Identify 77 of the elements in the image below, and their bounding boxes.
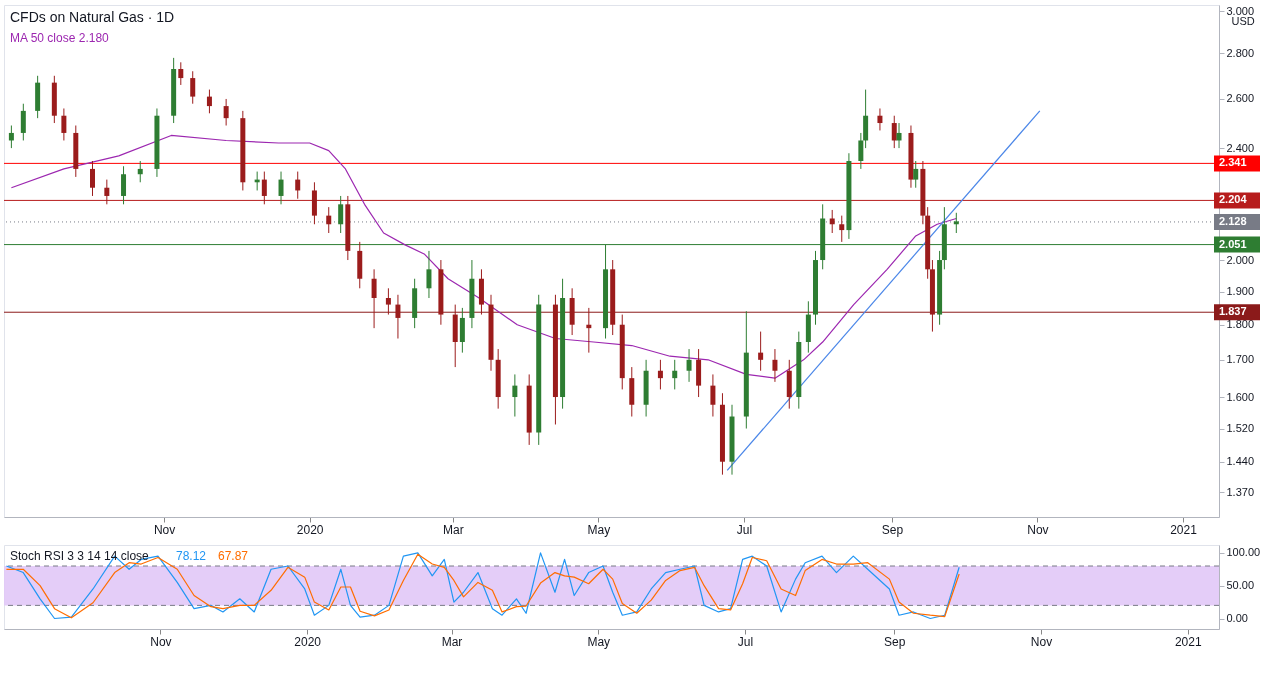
chart-title: CFDs on Natural Gas · 1D xyxy=(10,9,175,25)
candlestick xyxy=(385,287,391,316)
line-series xyxy=(10,134,957,379)
x-tick-label: Jul xyxy=(737,634,754,649)
y-tick-label: 2.800 xyxy=(1226,46,1255,59)
candlestick xyxy=(190,70,196,105)
candlestick xyxy=(261,171,267,205)
candlestick xyxy=(657,359,663,390)
candlestick xyxy=(8,125,14,149)
annotation: 67.87 xyxy=(218,549,249,563)
x-tick-label: Sep xyxy=(881,522,904,537)
candlestick xyxy=(839,215,845,243)
candlestick xyxy=(891,115,897,149)
x-tick-label: Sep xyxy=(884,634,906,649)
candlestick xyxy=(326,206,332,234)
candlestick xyxy=(758,331,764,372)
ref-line-label: 1.837 xyxy=(1219,305,1247,318)
x-tick-label: 2020 xyxy=(294,634,322,649)
candlestick xyxy=(512,373,518,418)
candlestick xyxy=(206,89,212,114)
x-tick-label: Mar xyxy=(441,634,463,649)
candlestick xyxy=(829,209,835,234)
y-tick-label: 1.900 xyxy=(1226,285,1255,298)
y-tick-label: 2.000 xyxy=(1226,253,1255,266)
candlestick xyxy=(913,160,919,189)
candlestick xyxy=(426,250,432,299)
x-tick-label: May xyxy=(587,634,611,649)
x-tick-label: 2021 xyxy=(1170,522,1198,537)
candlestick xyxy=(90,160,96,197)
y-axis-title: USD xyxy=(1231,14,1255,27)
y-tick-label: 2.400 xyxy=(1226,141,1255,154)
y-tick-label: 100.00 xyxy=(1226,546,1261,559)
candlestick xyxy=(121,165,127,205)
candlestick xyxy=(672,359,678,390)
candlestick xyxy=(61,107,67,141)
x-tick-label: May xyxy=(587,522,611,537)
candlestick xyxy=(338,195,344,234)
y-tick-label: 3.000 xyxy=(1226,4,1255,17)
y-tick-label: 0.00 xyxy=(1226,612,1248,624)
x-tick-label: Nov xyxy=(153,522,176,537)
y-tick-label: 50.00 xyxy=(1226,579,1255,592)
ref-line-label: 2.128 xyxy=(1219,214,1247,227)
candlestick xyxy=(137,160,143,183)
candlestick xyxy=(20,103,26,141)
candlestick xyxy=(104,179,110,205)
candlestick xyxy=(710,373,716,418)
candlestick xyxy=(295,171,301,200)
annotation: MA 50 close 2.180 xyxy=(10,31,110,45)
candlestick xyxy=(772,348,778,383)
x-tick-label: Jul xyxy=(736,522,753,537)
y-tick-label: 1.600 xyxy=(1226,390,1255,403)
y-tick-label: 1.370 xyxy=(1226,485,1255,498)
x-tick-label: Nov xyxy=(1027,522,1049,537)
candlestick xyxy=(223,98,229,126)
y-tick-label: 2.600 xyxy=(1226,92,1255,105)
x-tick-label: 2020 xyxy=(296,522,324,537)
candlestick xyxy=(371,268,377,329)
candlestick xyxy=(953,212,959,234)
candlestick xyxy=(686,348,692,383)
chart-title: Stoch RSI 3 3 14 14 close xyxy=(10,549,150,563)
x-tick-label: Nov xyxy=(1030,634,1053,649)
y-tick-label: 1.800 xyxy=(1226,318,1255,331)
candlestick xyxy=(178,61,184,86)
candlestick xyxy=(395,294,401,340)
y-tick-label: 1.520 xyxy=(1226,422,1255,435)
ref-line-label: 2.051 xyxy=(1219,237,1247,250)
candlestick xyxy=(896,122,902,149)
y-tick-label: 1.700 xyxy=(1226,353,1255,366)
x-tick-label: 2021 xyxy=(1174,634,1202,649)
x-tick-label: Mar xyxy=(442,522,464,537)
y-tick-label: 1.440 xyxy=(1226,455,1255,468)
x-tick-label: Nov xyxy=(150,634,172,649)
ref-line-label: 2.204 xyxy=(1219,193,1248,206)
candlestick xyxy=(278,171,284,205)
candlestick xyxy=(877,107,883,131)
annotation: 78.12 xyxy=(176,549,207,563)
ref-line-label: 2.341 xyxy=(1219,156,1247,169)
